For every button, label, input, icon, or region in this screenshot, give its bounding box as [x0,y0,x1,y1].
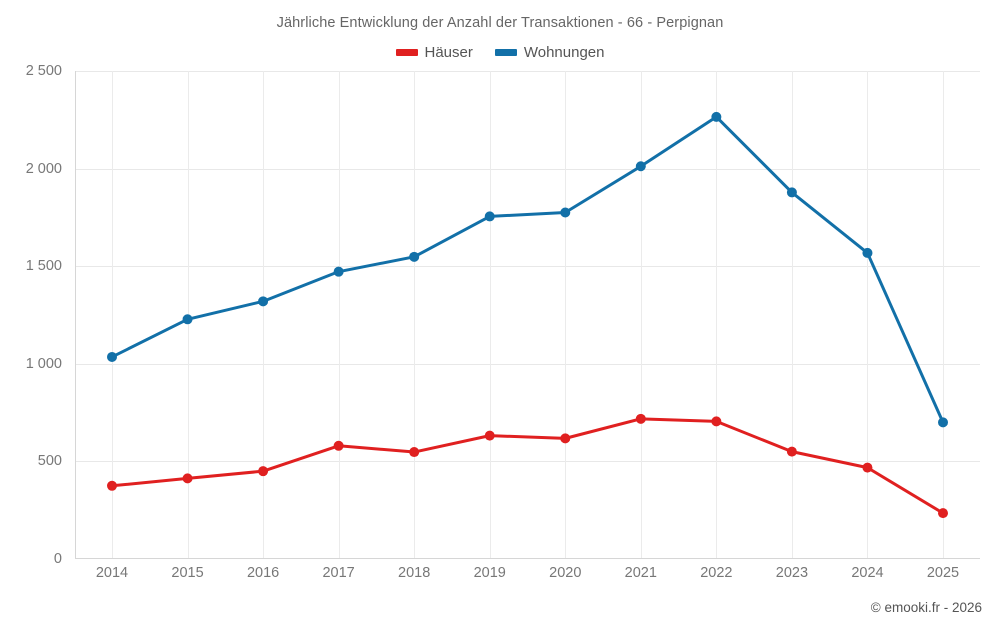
data-point[interactable] [635,161,646,172]
x-axis-tick-label: 2019 [473,565,506,581]
data-point[interactable] [560,207,571,218]
data-point[interactable] [560,433,571,444]
data-point[interactable] [484,430,495,441]
x-axis-tick-label: 2022 [700,565,733,581]
legend-item-wohnungen[interactable]: Wohnungen [494,44,605,61]
x-axis-tick-label: 2021 [624,565,657,581]
grid-line-vertical [867,71,869,559]
legend-label-wohnungen: Wohnungen [523,44,605,61]
data-point[interactable] [862,462,873,473]
grid-line-vertical [489,71,491,559]
data-point[interactable] [862,247,873,258]
grid-line-vertical [338,71,340,559]
x-axis-tick-label: 2014 [95,565,129,581]
data-point[interactable] [182,473,193,484]
chart-title: Jährliche Entwicklung der Anzahl der Tra… [276,15,724,31]
data-point[interactable] [182,314,193,325]
y-axis-tick-label: 2 000 [25,160,62,177]
data-point[interactable] [786,446,797,457]
legend-swatch-wohnungen [494,49,517,56]
x-axis-tick-label: 2015 [171,565,204,581]
grid-line-vertical [565,71,567,559]
data-point[interactable] [786,187,797,198]
legend-item-hauser[interactable]: Häuser [395,44,473,61]
x-axis-tick-label: 2017 [322,565,355,581]
grid-line-horizontal [75,168,980,170]
grid-line-vertical [263,71,265,559]
y-axis-tick-label: 500 [37,453,62,470]
grid-line-vertical [112,71,113,559]
data-point[interactable] [333,266,344,277]
series-line-häuser [110,417,945,515]
data-point[interactable] [107,351,117,362]
grid-line-horizontal [75,363,980,365]
series-line-wohnungen [110,115,945,424]
plot-area [75,71,980,559]
data-point[interactable] [938,417,948,428]
x-axis-tick-label: 2025 [926,565,960,581]
grid-line-horizontal [75,266,980,268]
data-point[interactable] [938,508,948,519]
y-axis-line [75,71,76,559]
grid-line-vertical [791,71,793,559]
chart-legend: Häuser Wohnungen [0,44,1000,61]
data-point[interactable] [711,416,722,427]
grid-line-horizontal [75,71,980,72]
y-axis-tick-label: 0 [53,551,62,567]
x-axis-tick-label: 2016 [246,565,280,581]
y-axis-tick-label: 1 000 [25,355,62,372]
series-layer [107,111,948,519]
grid-line-vertical [943,71,944,559]
grid-line-horizontal [75,461,980,463]
grid-line-vertical [716,71,718,559]
chart-credit: © emooki.fr - 2026 [870,600,982,615]
y-axis-tick-label: 1 500 [25,258,62,275]
data-point[interactable] [258,296,269,307]
data-point[interactable] [711,111,722,122]
x-axis-tick-label: 2023 [775,565,809,581]
data-point[interactable] [258,466,269,477]
legend-swatch-hauser [395,49,418,56]
data-point[interactable] [409,447,420,458]
grid-line-vertical [414,71,416,559]
data-point[interactable] [635,413,646,424]
data-point[interactable] [484,211,495,222]
x-axis-tick-label: 2020 [549,565,582,581]
x-axis-tick-label: 2018 [398,565,431,581]
x-axis-tick-label: 2024 [851,565,884,581]
grid-line-vertical [640,71,642,559]
y-axis-tick-label: 2 500 [25,63,62,79]
data-point[interactable] [409,251,420,262]
data-point[interactable] [107,480,117,491]
data-point[interactable] [333,440,344,451]
x-axis-line [75,558,980,559]
legend-label-hauser: Häuser [424,44,473,61]
